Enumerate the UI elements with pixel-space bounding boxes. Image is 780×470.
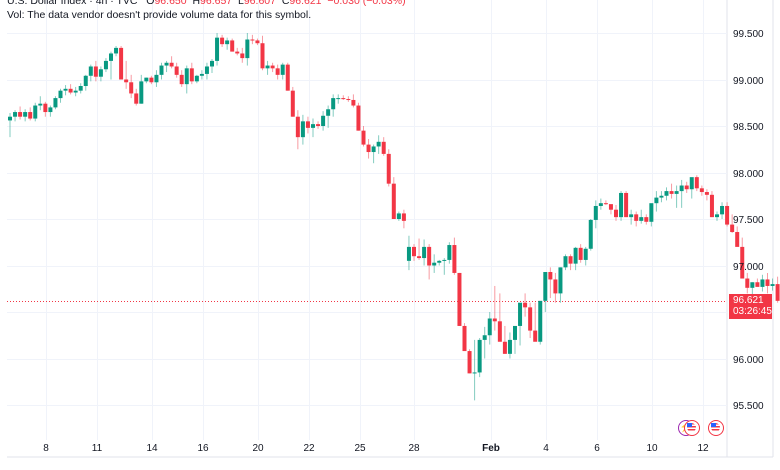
chart-legend: U.S. Dollar Index · 4h · TVC O96.650 H96… [7,0,406,22]
price-axis[interactable]: 99.50099.00098.50098.00097.50097.00096.5… [733,29,764,412]
time-tick: Feb [482,443,500,454]
time-tick: 20 [252,443,264,454]
candles [8,33,780,401]
time-tick: 28 [408,443,420,454]
price-tick: 99.500 [733,29,764,40]
price-tick: 95.500 [733,401,764,412]
price-tick: 99.000 [733,76,764,87]
time-tick: 25 [354,443,366,454]
time-axis[interactable]: 8 11 14 16 20 22 25 28 Feb 4 6 10 12 [43,443,709,454]
time-tick: 16 [197,443,209,454]
time-tick: 4 [543,443,549,454]
price-tick: 97.000 [733,262,764,273]
symbol-title: U.S. Dollar Index · 4h · TVC [7,0,138,7]
time-tick: 10 [646,443,658,454]
time-tick: 6 [594,443,600,454]
last-price: 96.621 [733,295,764,306]
price-tick: 96.000 [733,355,764,366]
low-value: 96.607 [243,0,276,7]
time-tick: 14 [146,443,158,454]
us-flag-icon[interactable] [708,420,724,436]
time-tick: 11 [92,443,103,454]
open-value: 96.650 [154,0,187,7]
grid-lines [7,0,774,458]
last-price-tag: 96.621 03:26:45 [729,294,772,319]
price-tick: 97.500 [733,215,764,226]
price-tick: 98.000 [733,169,764,180]
time-tick: 22 [303,443,315,454]
ohlc-row: U.S. Dollar Index · 4h · TVC O96.650 H96… [7,0,406,8]
time-tick: 8 [43,443,49,454]
us-flag-icon[interactable] [684,420,700,436]
time-tick: 12 [697,443,709,454]
bar-countdown: 03:26:45 [733,306,772,317]
high-value: 96.657 [200,0,233,7]
close-value: 96.621 [289,0,322,7]
price-tick: 98.500 [733,122,764,133]
change-value: −0.030 (−0.03%) [327,0,406,7]
volume-note: Vol: The data vendor doesn't provide vol… [7,9,312,21]
